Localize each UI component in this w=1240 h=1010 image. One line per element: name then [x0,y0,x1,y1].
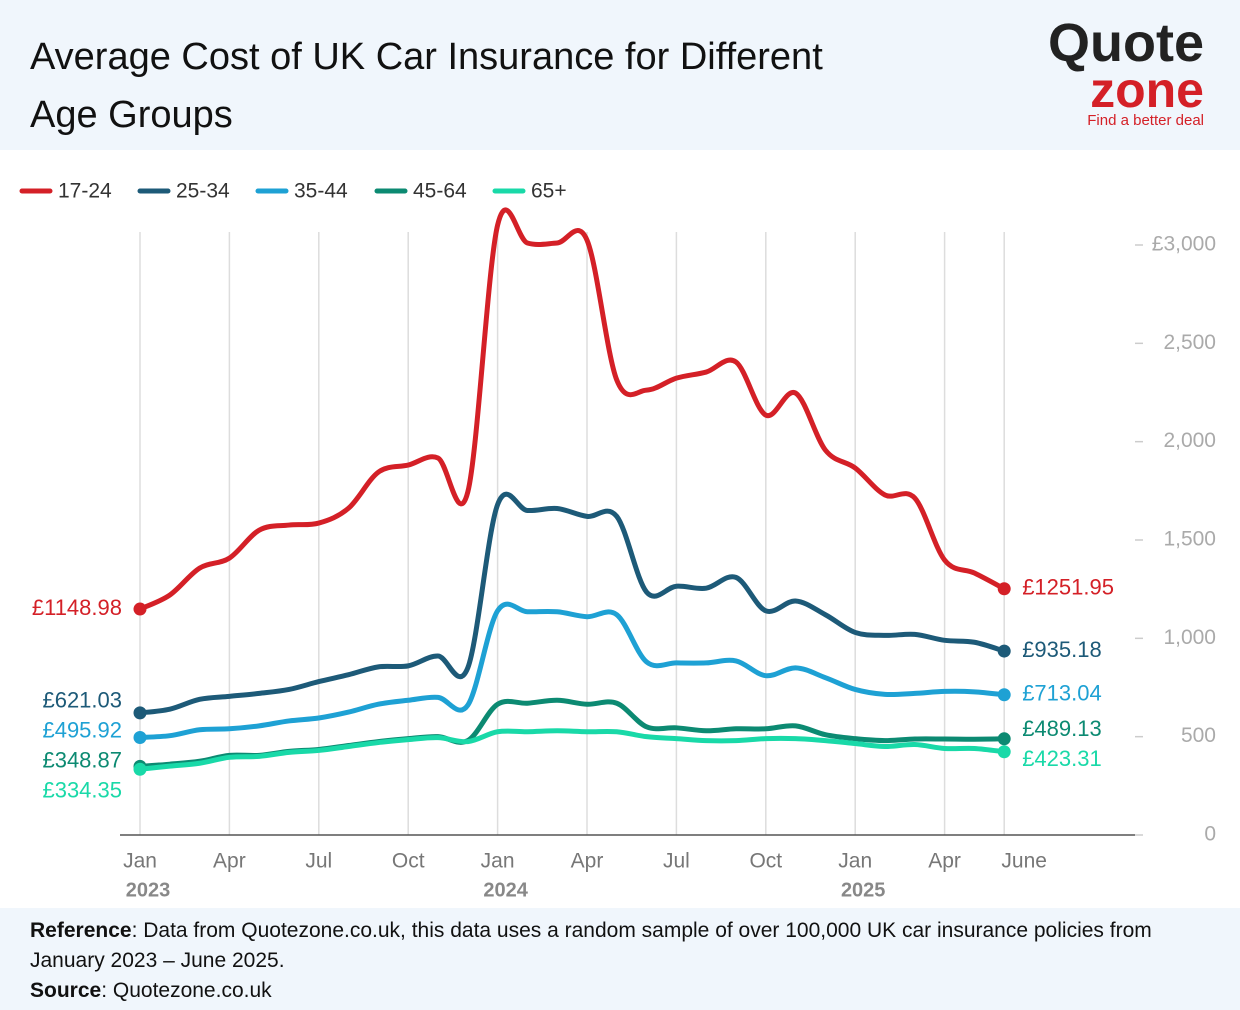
y-tick-label: 500 [1181,724,1216,747]
value-label: £1148.98 [32,595,122,620]
x-tick-label: Jan [123,850,157,873]
reference-text: : Data from Quotezone.co.uk, this data u… [30,919,1152,972]
point [997,745,1011,759]
line [137,728,1007,772]
value-label: £1251.95 [1022,575,1114,600]
x-tick-label: Apr [571,850,604,873]
x-year-label: 2023 [126,879,171,901]
point [997,644,1011,658]
source-label: Source [30,979,102,1002]
value-label: £334.35 [42,777,122,802]
point [997,732,1011,746]
footer: Reference: Data from Quotezone.co.uk, th… [0,908,1240,1010]
x-year-label: 2024 [483,879,528,901]
source-text: : Quotezone.co.uk [101,979,272,1002]
value-label: £423.31 [1022,746,1102,771]
x-tick-label: Jul [305,850,332,873]
y-tick-label: £3,000 [1152,233,1216,256]
x-tick-label: Apr [213,850,246,873]
value-label: £621.03 [42,687,122,712]
point [133,602,147,616]
x-year-label: 2025 [841,879,886,901]
point [133,762,147,776]
x-tick-label: Oct [392,850,425,873]
line [137,491,1007,716]
x-tick-label: Apr [928,850,961,873]
legend-label: 35-44 [294,180,348,203]
legend-label: 65+ [531,180,567,203]
point [997,582,1011,596]
reference: Reference: Data from Quotezone.co.uk, th… [30,916,1200,976]
y-tick-label: 1,000 [1163,626,1216,649]
logo-tagline: Find a better deal [1087,112,1204,129]
y-tick-label: 1,500 [1163,528,1216,551]
x-tick-label: Jul [663,850,690,873]
x-tick-label: June [1001,850,1047,873]
value-label: £495.92 [42,717,122,742]
x-tick-label: Oct [749,850,782,873]
source: Source: Quotezone.co.uk [30,976,1200,1006]
line [137,601,1007,740]
y-tick-label: 0 [1204,823,1216,846]
value-label: £935.18 [1022,637,1102,662]
value-label: £348.87 [42,747,122,772]
y-tick-label: 2,500 [1163,331,1216,354]
logo-text: Quote [1048,13,1204,73]
chart-title: Average Cost of UK Car Insurance for Dif… [30,36,823,136]
header: Average Cost of UK Car Insurance for Dif… [0,0,1240,150]
point [133,706,147,720]
logo-text: zone [1090,62,1204,118]
reference-label: Reference [30,919,132,942]
x-tick-label: Jan [838,850,872,873]
legend-label: 17-24 [58,180,112,203]
chart: Jan 2023 Apr Jul Oct Jan 2024 Apr Jul Oct Jan 2025 A… [19,180,1216,901]
x-tick-label: Jan [481,850,515,873]
point [997,688,1011,702]
point [133,730,147,744]
logo: Quote zone Find a better deal [1048,13,1204,129]
value-label: £713.04 [1022,681,1102,706]
legend-label: 25-34 [176,180,230,203]
line [137,207,1007,612]
legend-label: 45-64 [413,180,467,203]
y-tick-label: 2,000 [1163,429,1216,452]
value-label: £489.13 [1022,716,1102,741]
